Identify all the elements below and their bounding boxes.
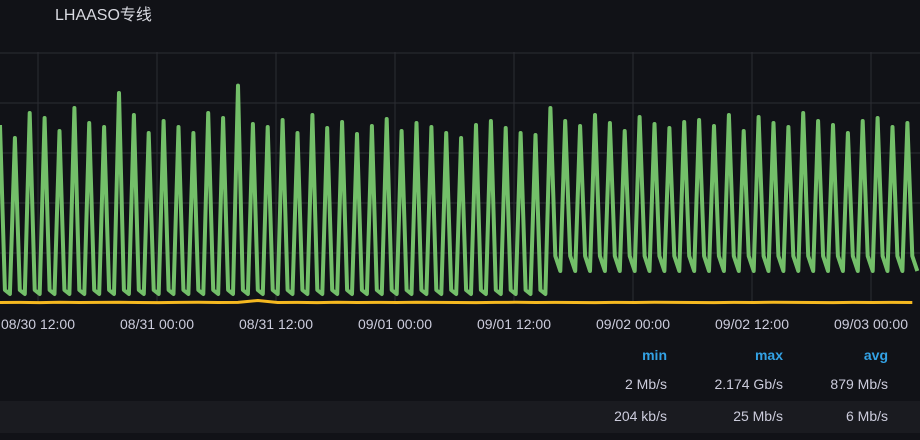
legend-min: 204 kb/s: [614, 408, 667, 424]
legend-header-max[interactable]: max: [754, 347, 783, 363]
x-tick-label: 09/02 00:00: [596, 316, 670, 332]
panel-title: LHAASO专线: [55, 7, 152, 24]
legend-avg: 879 Mb/s: [830, 376, 888, 392]
legend-header: min max avg: [0, 340, 920, 372]
legend-avg: 6 Mb/s: [845, 408, 888, 424]
legend-min: 2 Mb/s: [624, 376, 667, 392]
legend-max: 25 Mb/s: [733, 408, 783, 424]
legend-row[interactable]: 2 Mb/s 2.174 Gb/s 879 Mb/s: [0, 369, 920, 401]
x-tick-label: 08/30 12:00: [1, 316, 75, 332]
legend-max: 2.174 Gb/s: [714, 376, 784, 392]
legend-header-min[interactable]: min: [642, 347, 667, 363]
x-tick-label: 09/01 12:00: [477, 316, 551, 332]
series-line-1: [0, 299, 913, 305]
time-series-plot[interactable]: [0, 0, 920, 310]
x-tick-label: 09/02 12:00: [715, 316, 789, 332]
legend-header-avg[interactable]: avg: [863, 347, 888, 363]
legend-row[interactable]: 204 kb/s 25 Mb/s 6 Mb/s: [0, 401, 920, 433]
x-tick-label: 09/03 00:00: [834, 316, 908, 332]
x-tick-label: 08/31 12:00: [239, 316, 313, 332]
series-line-0: [0, 83, 920, 296]
x-tick-label: 09/01 00:00: [358, 316, 432, 332]
x-tick-label: 08/31 00:00: [120, 316, 194, 332]
